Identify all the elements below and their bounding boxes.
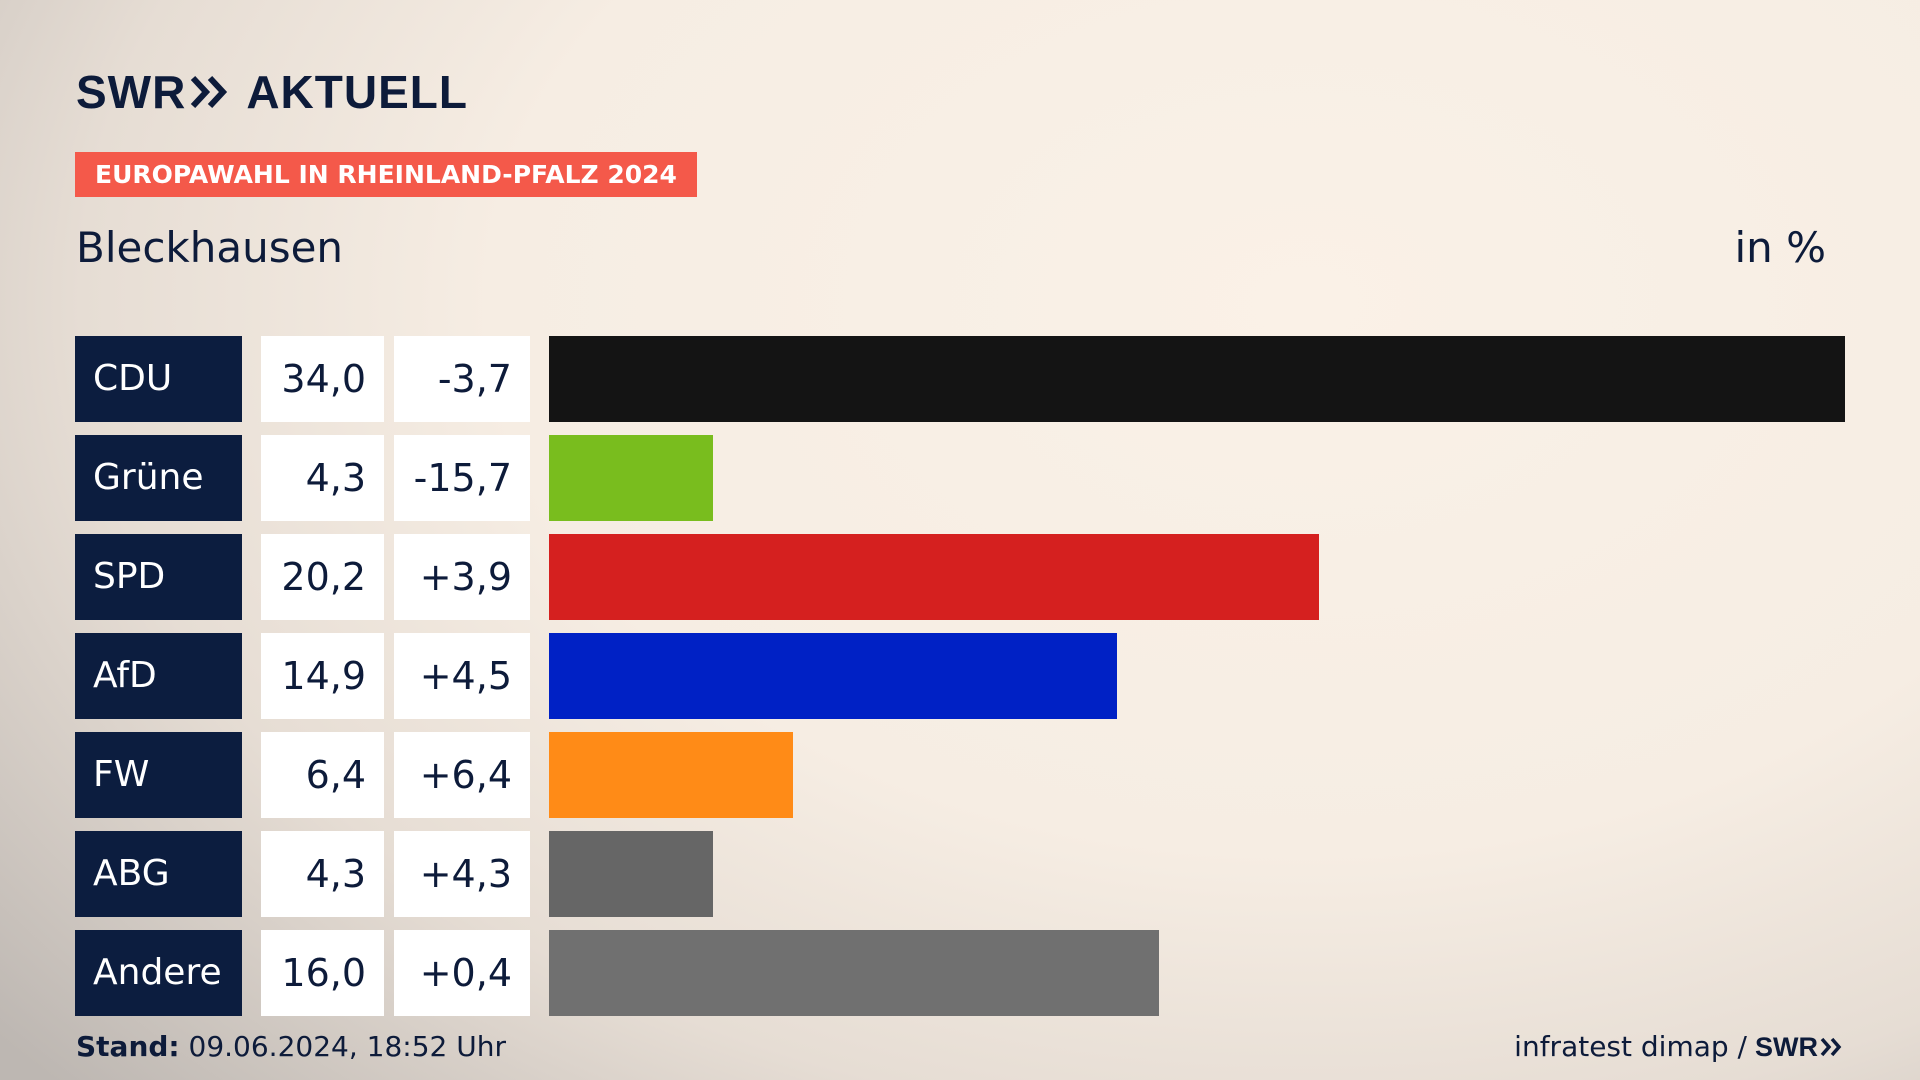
- election-badge: EUROPAWAHL IN RHEINLAND-PFALZ 2024: [75, 152, 697, 197]
- bar: [549, 336, 1845, 422]
- source-credit: infratest dimap / SWR: [1514, 1030, 1844, 1064]
- logo-aktuell-text: AKTUELL: [246, 66, 468, 118]
- mini-logo-text: SWR: [1755, 1032, 1818, 1062]
- vote-share-value: 4,3: [261, 831, 384, 917]
- double-chevron-icon: [190, 75, 230, 109]
- timestamp: Stand: 09.06.2024, 18:52 Uhr: [76, 1030, 506, 1064]
- party-label: Andere: [75, 930, 242, 1016]
- vote-change-value: -3,7: [394, 336, 530, 422]
- swr-mini-logo: SWR: [1755, 1030, 1844, 1064]
- double-chevron-small-icon: [1820, 1037, 1842, 1057]
- vote-change-value: +4,3: [394, 831, 530, 917]
- party-label: ABG: [75, 831, 242, 917]
- location-title: Bleckhausen: [76, 223, 344, 272]
- vote-change-value: +3,9: [394, 534, 530, 620]
- party-label: AfD: [75, 633, 242, 719]
- party-label: FW: [75, 732, 242, 818]
- bar: [549, 633, 1117, 719]
- vote-share-value: 20,2: [261, 534, 384, 620]
- source-text: infratest dimap /: [1514, 1030, 1747, 1063]
- bar: [549, 534, 1319, 620]
- swr-aktuell-logo: SWR AKTUELL: [76, 62, 468, 122]
- bar: [549, 930, 1159, 1016]
- vote-change-value: +4,5: [394, 633, 530, 719]
- vote-share-value: 6,4: [261, 732, 384, 818]
- logo-swr-text: SWR: [76, 66, 187, 118]
- vote-share-value: 34,0: [261, 336, 384, 422]
- unit-label: in %: [1734, 223, 1826, 272]
- bar: [549, 732, 793, 818]
- vote-share-value: 14,9: [261, 633, 384, 719]
- bar: [549, 435, 713, 521]
- vote-change-value: +0,4: [394, 930, 530, 1016]
- vote-change-value: +6,4: [394, 732, 530, 818]
- stand-value: 09.06.2024, 18:52 Uhr: [179, 1030, 506, 1063]
- vote-share-value: 16,0: [261, 930, 384, 1016]
- stand-label: Stand:: [76, 1030, 180, 1063]
- vote-change-value: -15,7: [394, 435, 530, 521]
- party-label: CDU: [75, 336, 242, 422]
- party-label: Grüne: [75, 435, 242, 521]
- party-label: SPD: [75, 534, 242, 620]
- vote-share-value: 4,3: [261, 435, 384, 521]
- bar: [549, 831, 713, 917]
